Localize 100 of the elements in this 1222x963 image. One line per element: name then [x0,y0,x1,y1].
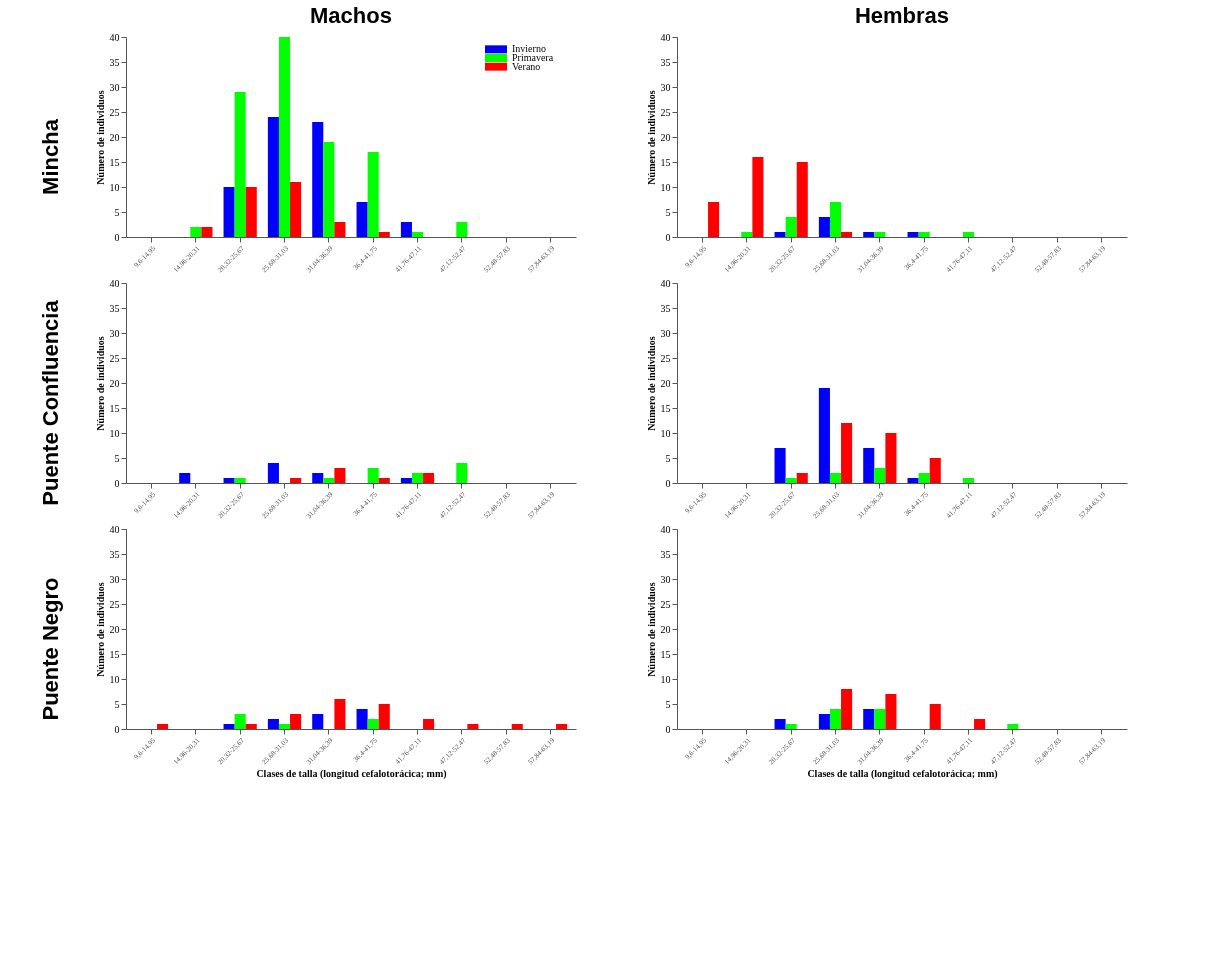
bar [752,157,764,237]
bar [400,222,412,237]
y-tick-label: 30 [660,327,671,339]
bar [818,217,830,237]
bar [367,152,379,237]
bar [885,694,897,729]
bar [267,117,279,237]
bar [708,202,720,237]
bar [774,232,786,237]
bar [411,473,424,483]
bar [378,232,390,237]
bar [962,478,975,483]
y-tick-label: 5 [665,698,671,710]
y-tick-label: 40 [109,523,120,535]
legend-label: Invierno [512,43,546,55]
y-tick-label: 20 [109,623,120,635]
y-tick-label: 0 [114,231,120,243]
y-tick-label: 40 [660,31,671,43]
y-axis-title: Número de individuos [645,582,657,677]
y-axis-title: Número de individuos [94,90,106,185]
bar [245,187,257,237]
bar [841,423,853,483]
bar [885,433,897,483]
y-tick-label: 15 [660,156,671,168]
bar [796,162,808,237]
bar [863,232,875,237]
y-tick-label: 30 [109,573,120,585]
y-tick-label: 10 [109,427,120,439]
bar [841,232,853,237]
bar [741,232,753,237]
y-axis-title: Número de individuos [94,336,106,431]
bar [863,448,875,483]
y-tick-label: 25 [109,106,120,118]
bar [863,709,875,729]
bar [829,473,842,483]
y-tick-label: 0 [114,723,120,735]
y-axis-title: Número de individuos [94,582,106,677]
y-tick-label: 25 [109,352,120,364]
legend-label: Verano [512,60,541,72]
bar [411,232,424,237]
bar [201,227,213,237]
chart-title: Machos [310,3,392,28]
bar [556,724,568,729]
bar [367,719,379,729]
y-axis-title: Número de individuos [645,336,657,431]
bar [456,222,468,237]
y-tick-label: 20 [660,623,671,635]
bar [829,709,842,729]
y-tick-label: 30 [109,327,120,339]
y-tick-label: 5 [665,452,671,464]
y-tick-label: 15 [109,156,120,168]
bar [785,478,797,483]
bar [400,478,412,483]
y-tick-label: 30 [660,573,671,585]
bar [190,227,202,237]
y-tick-label: 25 [660,598,671,610]
bar [334,699,346,729]
bar [267,463,279,483]
bar [818,388,830,483]
y-tick-label: 40 [660,523,671,535]
text: Puente Confluencia [38,299,63,506]
bar [829,202,842,237]
bar [290,714,302,729]
bar [245,724,257,729]
bar [290,182,302,237]
x-axis-title: Clases de talla (longitud cefalotorácica; mm) [807,768,998,781]
y-tick-label: 20 [660,377,671,389]
bar [179,473,191,483]
y-tick-label: 0 [665,723,671,735]
bar [785,724,797,729]
bar [962,232,975,237]
bar [456,463,468,483]
y-tick-label: 5 [114,206,120,218]
y-tick-label: 40 [109,31,120,43]
y-tick-label: 0 [114,477,120,489]
bar [918,232,930,237]
bar [223,724,235,729]
bar [423,473,435,483]
bar [234,714,246,729]
bar [378,704,390,729]
bar [267,719,279,729]
bar [157,724,169,729]
y-tick-label: 20 [109,377,120,389]
bar [974,719,986,729]
bar [367,468,379,483]
y-tick-label: 0 [665,477,671,489]
y-tick-label: 10 [109,181,120,193]
y-tick-label: 5 [114,452,120,464]
bar [874,468,886,483]
y-tick-label: 35 [660,302,671,314]
bar [907,478,919,483]
bar [356,202,368,237]
bar [423,719,435,729]
bar [312,122,324,237]
bar [323,142,335,237]
bar [774,448,786,483]
bar [312,473,324,483]
bar [841,689,853,729]
bar [234,478,246,483]
chart-title: Hembras [854,3,950,28]
